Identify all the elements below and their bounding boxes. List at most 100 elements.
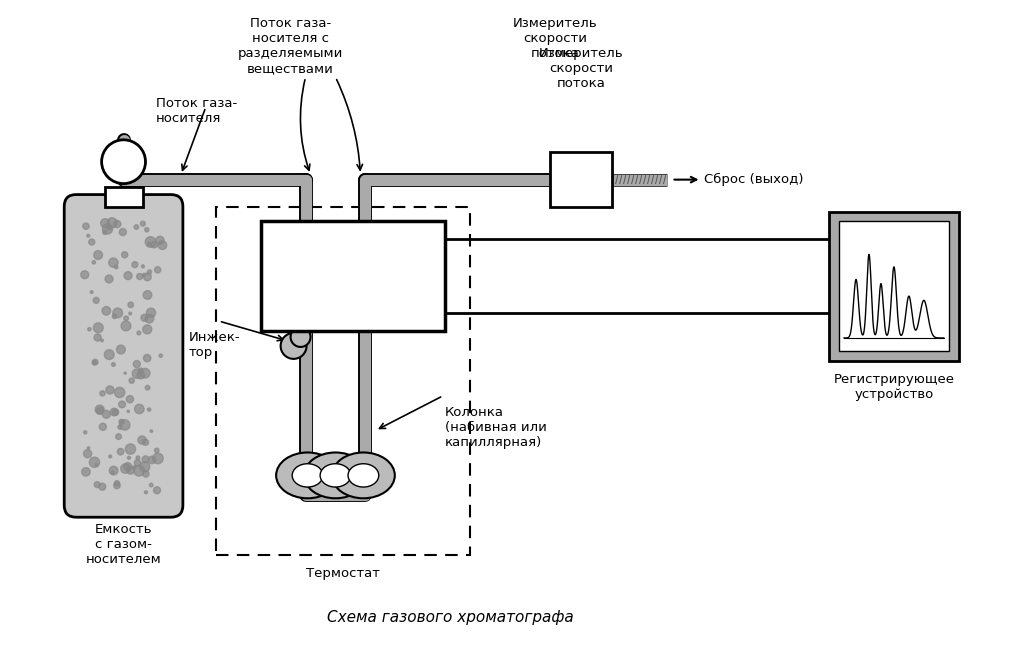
Circle shape (93, 323, 103, 332)
Circle shape (137, 331, 141, 335)
Circle shape (291, 327, 311, 347)
Circle shape (142, 456, 149, 463)
Text: Измеритель
скорости
потока: Измеритель скорости потока (513, 17, 598, 60)
Bar (550, 152, 612, 206)
Circle shape (143, 471, 149, 477)
Bar (829, 212, 958, 361)
Circle shape (100, 339, 103, 342)
Circle shape (134, 465, 145, 476)
Circle shape (108, 258, 118, 267)
Circle shape (115, 434, 122, 440)
Circle shape (92, 361, 96, 365)
Circle shape (102, 224, 112, 234)
Circle shape (145, 314, 154, 323)
Circle shape (144, 354, 151, 362)
Circle shape (114, 481, 120, 486)
Circle shape (145, 227, 149, 232)
Circle shape (119, 419, 124, 424)
FancyBboxPatch shape (64, 194, 183, 517)
Circle shape (105, 275, 113, 283)
Circle shape (92, 260, 95, 264)
Circle shape (99, 483, 105, 490)
Circle shape (148, 408, 151, 411)
Circle shape (81, 271, 89, 279)
Circle shape (156, 236, 164, 245)
Circle shape (119, 401, 126, 408)
Circle shape (124, 316, 129, 321)
Circle shape (87, 447, 90, 449)
Ellipse shape (320, 464, 350, 487)
Circle shape (126, 444, 136, 454)
Text: Детектор: Детектор (307, 267, 399, 286)
Circle shape (83, 223, 89, 229)
Circle shape (124, 272, 132, 280)
Circle shape (95, 463, 97, 466)
Circle shape (90, 291, 93, 293)
Circle shape (154, 448, 159, 453)
Circle shape (93, 251, 102, 259)
Circle shape (148, 270, 152, 274)
Circle shape (159, 354, 162, 358)
Text: Измеритель
скорости
потока: Измеритель скорости потока (539, 47, 623, 90)
Text: Колонка
(набивная или
капиллярная): Колонка (набивная или капиллярная) (445, 406, 547, 449)
Text: Поток газа-
носителя с
разделяемыми
веществами: Поток газа- носителя с разделяемыми веще… (238, 17, 343, 75)
Circle shape (137, 371, 145, 379)
Circle shape (93, 297, 99, 303)
Circle shape (154, 486, 160, 494)
Circle shape (135, 405, 144, 414)
Circle shape (139, 368, 143, 372)
Circle shape (95, 405, 104, 414)
Circle shape (113, 220, 121, 227)
Circle shape (114, 387, 125, 397)
Circle shape (102, 230, 107, 235)
Circle shape (92, 360, 98, 365)
Circle shape (144, 273, 151, 281)
Circle shape (141, 315, 148, 321)
Circle shape (127, 467, 135, 474)
Circle shape (127, 410, 130, 412)
Text: Термостат: Термостат (306, 567, 380, 580)
Circle shape (100, 219, 109, 227)
Circle shape (99, 423, 106, 430)
Circle shape (101, 140, 146, 184)
Circle shape (112, 308, 123, 318)
Circle shape (135, 459, 141, 466)
Circle shape (143, 439, 149, 446)
Text: Инжек-
тор: Инжек- тор (188, 331, 240, 359)
Circle shape (145, 490, 148, 494)
Circle shape (122, 321, 131, 330)
Circle shape (147, 308, 156, 317)
Circle shape (148, 456, 156, 463)
Circle shape (83, 449, 91, 457)
Bar (260, 221, 445, 331)
Circle shape (111, 471, 114, 474)
Circle shape (149, 483, 153, 486)
Circle shape (108, 455, 111, 458)
Circle shape (110, 408, 118, 416)
Circle shape (82, 467, 90, 476)
Circle shape (124, 372, 127, 374)
Circle shape (133, 466, 136, 469)
Circle shape (137, 274, 143, 280)
Circle shape (102, 410, 110, 418)
Ellipse shape (292, 464, 323, 487)
Circle shape (124, 463, 132, 471)
Text: Поток газа-
носителя: Поток газа- носителя (156, 97, 237, 125)
Circle shape (118, 448, 124, 455)
Circle shape (143, 291, 152, 299)
Circle shape (145, 385, 150, 390)
Circle shape (150, 430, 153, 432)
Circle shape (128, 302, 134, 307)
Circle shape (121, 464, 130, 473)
Circle shape (142, 265, 145, 268)
Circle shape (129, 378, 135, 383)
Bar (839, 221, 949, 351)
Circle shape (114, 265, 118, 269)
Circle shape (133, 369, 142, 378)
Ellipse shape (304, 453, 367, 498)
Circle shape (158, 241, 167, 249)
Circle shape (102, 307, 110, 315)
Circle shape (134, 225, 139, 229)
Circle shape (106, 386, 114, 394)
Circle shape (120, 229, 127, 235)
